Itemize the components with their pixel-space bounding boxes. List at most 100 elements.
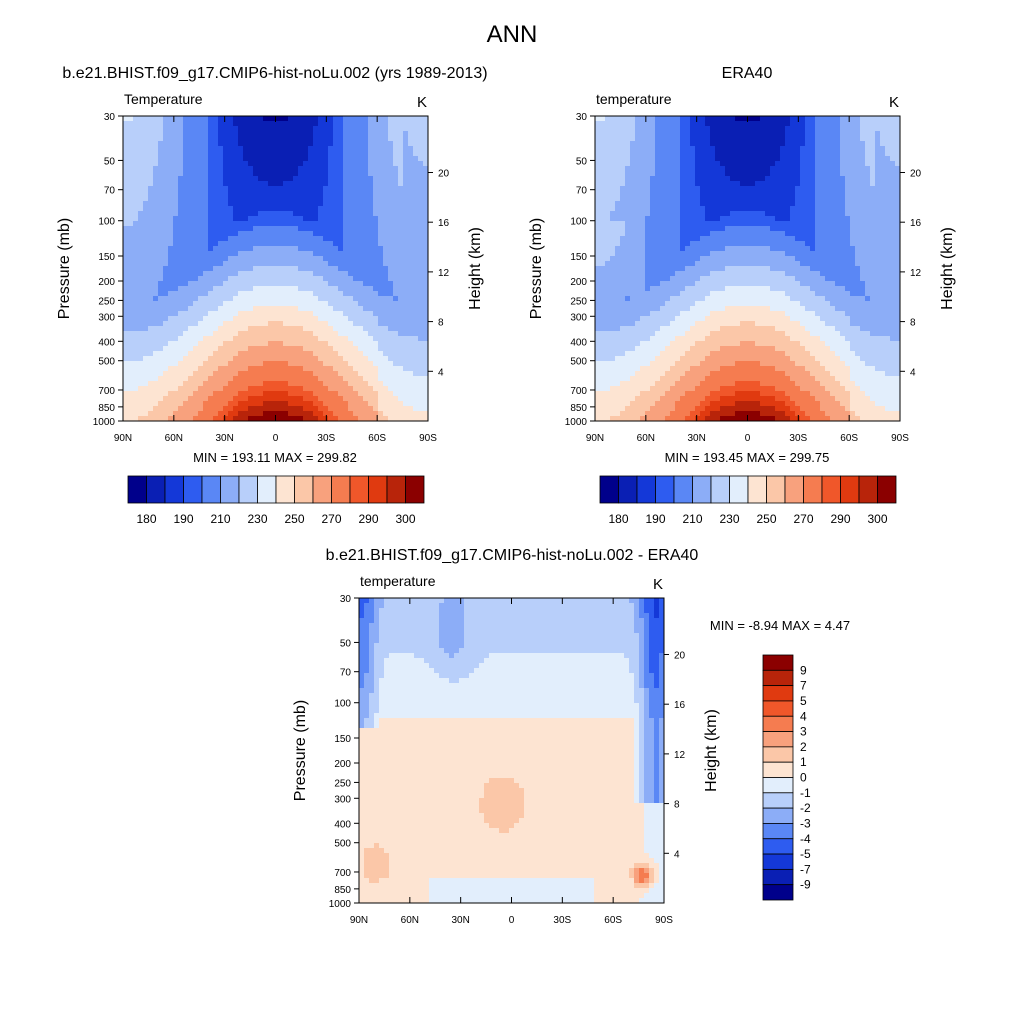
panel-model-stats: MIN = 193.11 MAX = 299.82 — [193, 450, 357, 465]
x-tick-label: 30N — [451, 915, 469, 926]
y2-tick-label: 4 — [910, 367, 916, 378]
colorbar-swatch — [146, 475, 166, 504]
colorbar-label: 250 — [756, 512, 776, 526]
colorbar-swatch — [655, 475, 675, 504]
y-tick-label: 400 — [334, 819, 351, 830]
colorbar-label: 210 — [682, 512, 702, 526]
panel-diff-units: K — [653, 576, 663, 593]
panel-1-plot: 90N 60N 30N 0 30S 60S 90S 30 50 70 100 150 200 250 300… — [56, 112, 484, 526]
colorbar-swatch — [762, 792, 794, 809]
y-axis-label: Pressure (mb) — [56, 218, 73, 319]
figure-title: ANN — [487, 21, 538, 48]
y-tick-label: 250 — [98, 296, 115, 307]
colorbar-swatch — [762, 777, 794, 794]
y-axis-label: Pressure (mb) — [292, 700, 309, 801]
panel-3-colorbar: 9 754 321 0-1-2-3 -4-5-7 -9 — [762, 654, 811, 901]
colorbar-swatch — [220, 475, 240, 504]
colorbar-label: 180 — [136, 512, 156, 526]
y2-axis-label: Height (km) — [703, 709, 720, 792]
y2-axis-label: Height (km) — [939, 227, 956, 310]
colorbar-label: 230 — [247, 512, 267, 526]
colorbar-swatch — [349, 475, 369, 504]
panel-model-title: b.e21.BHIST.f09_g17.CMIP6-hist-noLu.002 … — [62, 65, 487, 82]
x-tick-label: 30N — [215, 433, 233, 444]
panel-1-colorbar: 180 190 210 230 250 270 290 300 — [127, 475, 425, 526]
colorbar-label: 210 — [210, 512, 230, 526]
y-tick-label: 300 — [334, 794, 351, 805]
panel-1-field — [123, 116, 428, 421]
colorbar-swatch — [673, 475, 693, 504]
colorbar-swatch — [405, 475, 425, 504]
colorbar-label: 230 — [719, 512, 739, 526]
colorbar-label: 250 — [284, 512, 304, 526]
y2-tick-label: 8 — [674, 800, 680, 811]
y-tick-label: 700 — [98, 386, 115, 397]
panel-obs-units: K — [889, 94, 899, 111]
y-tick-label: 850 — [570, 403, 587, 414]
x-tick-label: 30S — [317, 433, 335, 444]
colorbar-swatch — [747, 475, 767, 504]
colorbar-swatch — [710, 475, 730, 504]
colorbar-label: 5 — [800, 694, 807, 708]
y-tick-label: 100 — [570, 217, 587, 228]
y-tick-label: 200 — [570, 277, 587, 288]
x-tick-label: 90N — [350, 915, 368, 926]
panel-model-units: K — [417, 94, 427, 111]
colorbar-label: -9 — [800, 878, 811, 892]
y-tick-label: 30 — [340, 594, 352, 605]
y-tick-label: 150 — [334, 734, 351, 745]
x-tick-label: 90N — [114, 433, 132, 444]
colorbar-swatch — [762, 700, 794, 717]
y2-axis-label: Height (km) — [467, 227, 484, 310]
y2-tick-label: 4 — [674, 849, 680, 860]
x-tick-label: 0 — [509, 915, 515, 926]
y2-tick-label: 8 — [910, 318, 916, 329]
colorbar-label: -3 — [800, 816, 811, 830]
y2-tick-label: 8 — [438, 318, 444, 329]
y-tick-label: 70 — [104, 186, 116, 197]
colorbar-swatch — [762, 685, 794, 702]
colorbar-swatch — [368, 475, 388, 504]
colorbar-swatch — [692, 475, 712, 504]
colorbar-swatch — [762, 715, 794, 732]
colorbar-label: 180 — [608, 512, 628, 526]
colorbar-swatch — [127, 475, 147, 504]
x-tick-label: 30S — [553, 915, 571, 926]
colorbar-label: 300 — [867, 512, 887, 526]
panel-diff-variable: temperature — [360, 573, 436, 589]
colorbar-swatch — [877, 475, 897, 504]
y2-tick-label: 20 — [438, 168, 450, 179]
colorbar-label: -2 — [800, 801, 811, 815]
y-tick-label: 150 — [570, 252, 587, 263]
colorbar-swatch — [386, 475, 406, 504]
colorbar-label: 190 — [645, 512, 665, 526]
colorbar-swatch — [762, 853, 794, 870]
panel-obs-title: ERA40 — [722, 65, 773, 82]
y-tick-label: 30 — [104, 112, 116, 123]
y-tick-label: 500 — [570, 357, 587, 368]
colorbar-swatch — [762, 823, 794, 840]
x-tick-label: 0 — [745, 433, 751, 444]
colorbar-label: 290 — [830, 512, 850, 526]
colorbar-swatch — [294, 475, 314, 504]
y-tick-label: 300 — [98, 312, 115, 323]
colorbar-swatch — [183, 475, 203, 504]
colorbar-swatch — [762, 807, 794, 824]
panel-2-field — [595, 116, 900, 421]
y2-tick-label: 16 — [910, 218, 922, 229]
x-tick-label: 90S — [655, 915, 673, 926]
y-tick-label: 150 — [98, 252, 115, 263]
colorbar-label: -7 — [800, 862, 811, 876]
y2-tick-label: 12 — [438, 268, 450, 279]
panel-2-colorbar: 180 190 210 230 250 270 290 300 — [599, 475, 897, 526]
y-tick-label: 100 — [334, 699, 351, 710]
colorbar-swatch — [636, 475, 656, 504]
panel-3-plot: 90N 60N 30N 0 30S 60S 90S305070100150200250300… — [292, 594, 811, 926]
y-tick-label: 100 — [98, 217, 115, 228]
y-tick-label: 50 — [340, 638, 352, 649]
y-tick-label: 50 — [104, 156, 116, 167]
colorbar-swatch — [762, 731, 794, 748]
x-tick-label: 90N — [586, 433, 604, 444]
colorbar-swatch — [762, 868, 794, 886]
panel-obs-stats: MIN = 193.45 MAX = 299.75 — [665, 450, 830, 465]
